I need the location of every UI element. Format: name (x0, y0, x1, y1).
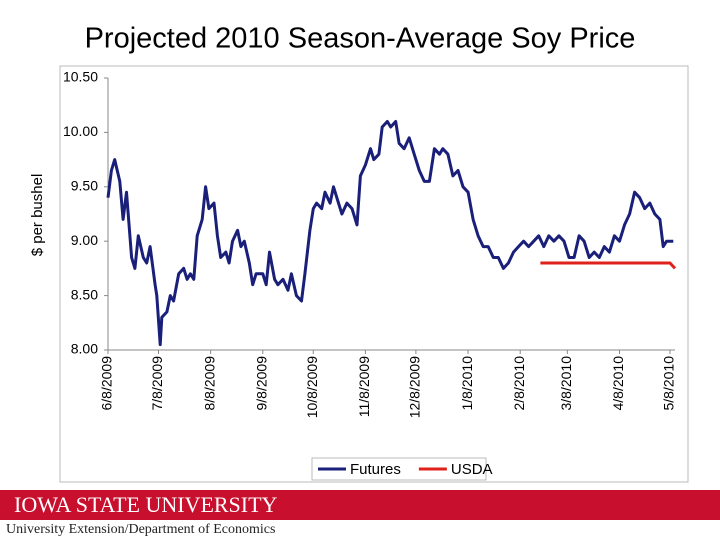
x-tick-label: 6/8/2009 (99, 356, 115, 411)
chart-frame (59, 65, 689, 483)
x-tick-label: 9/8/2009 (253, 356, 269, 411)
legend-box (311, 457, 487, 481)
line-series (106, 120, 674, 347)
x-tick-label: 11/8/2009 (356, 356, 372, 417)
y-tick-label: 9.50 (71, 178, 98, 194)
x-tick-label: 1/8/2010 (459, 356, 475, 411)
x-tick-label: 7/8/2009 (149, 356, 165, 411)
y-axis-label: $ per bushel (29, 174, 46, 257)
y-tick-label: 10.50 (63, 69, 98, 85)
y-tick-label: 10.00 (63, 123, 98, 139)
footer-band (0, 490, 720, 520)
legend-label: Futures (350, 461, 401, 478)
line-series (540, 261, 677, 270)
x-tick-label: 12/8/2009 (407, 356, 423, 418)
x-tick-label: 3/8/2010 (558, 356, 574, 411)
footer-subtitle: University Extension/Department of Econo… (6, 522, 275, 537)
x-tick-label: 5/8/2010 (661, 356, 677, 411)
y-tick-label: 8.50 (71, 286, 98, 302)
x-tick-label: 8/8/2009 (201, 356, 217, 411)
x-tick-label: 10/8/2009 (304, 356, 320, 418)
footer-wordmark: IOWA STATE UNIVERSITY (14, 492, 278, 517)
y-tick-label: 8.00 (71, 341, 98, 357)
y-tick-label: 9.00 (71, 232, 98, 248)
x-tick-label: 2/8/2010 (511, 356, 527, 411)
legend-label: USDA (451, 461, 493, 478)
slide-title: Projected 2010 Season-Average Soy Price (85, 23, 636, 55)
x-tick-label: 4/8/2010 (610, 356, 626, 411)
